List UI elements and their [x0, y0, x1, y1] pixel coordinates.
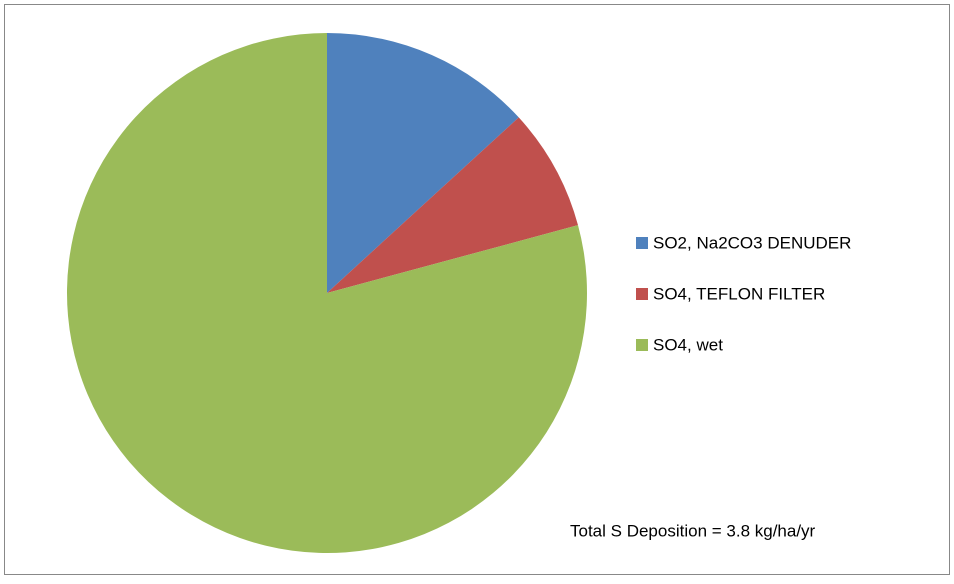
pie-slice — [327, 33, 519, 293]
legend-label: SO2, Na2CO3 DENUDER — [653, 233, 851, 252]
legend-swatch — [636, 339, 648, 351]
pie-slice — [327, 117, 578, 293]
annotation: Total S Deposition = 3.8 kg/ha/yr — [570, 521, 816, 540]
pie-slice — [67, 33, 587, 553]
legend-swatch — [636, 237, 648, 249]
legend-label: SO4, TEFLON FILTER — [653, 284, 825, 303]
legend-swatch — [636, 288, 648, 300]
legend-label: SO4, wet — [653, 335, 723, 354]
